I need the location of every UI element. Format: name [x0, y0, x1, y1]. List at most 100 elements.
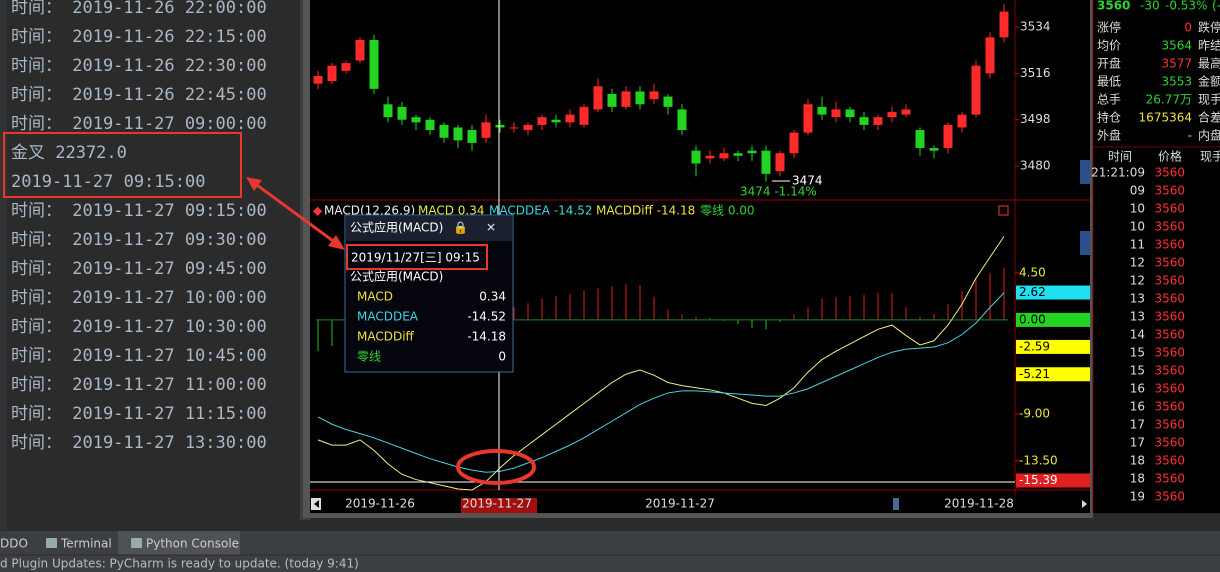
tab-icon — [46, 538, 57, 548]
quote-header: -0.53% — [1165, 0, 1207, 13]
tool-tab[interactable]: Terminal — [60, 537, 112, 551]
info-label: 昨结 — [1198, 39, 1220, 53]
arrow-head — [328, 235, 345, 250]
scroll-left[interactable] — [311, 498, 321, 510]
candle-body — [397, 106, 407, 120]
arrow — [249, 178, 341, 248]
signal-line: 2019-11-27 09:15:00 — [11, 172, 205, 192]
tick-price: 3560 — [1154, 490, 1185, 504]
macd-tick-box — [1016, 367, 1090, 382]
candle-body — [985, 37, 995, 74]
macd-tick-label: -9.00 — [1019, 406, 1050, 420]
tooltip — [344, 214, 514, 373]
candle-body — [761, 150, 771, 174]
tool-tab[interactable]: Python Console — [146, 537, 239, 551]
scroll-thumb[interactable] — [893, 498, 899, 510]
candle-body — [817, 106, 827, 115]
info-label: 内盘 — [1198, 128, 1220, 143]
tick-price: 3560 — [1154, 436, 1185, 450]
side-button[interactable] — [1080, 160, 1090, 184]
console-line: 时间： 2019-11-26 22:00:00 — [11, 0, 267, 18]
tick-time: 13 — [1130, 310, 1145, 324]
tick-time: 09 — [1130, 184, 1145, 198]
candle-body — [439, 124, 449, 138]
tick-price: 3560 — [1154, 472, 1185, 486]
info-label: 持仓 — [1097, 110, 1121, 125]
macd-tick-box — [1016, 473, 1090, 488]
candle-body — [593, 86, 603, 110]
candle-body — [957, 114, 967, 128]
candle-body — [887, 112, 897, 118]
candle-body — [481, 122, 491, 138]
tick-time: 17 — [1130, 436, 1145, 450]
candle-body — [733, 153, 743, 156]
info-label: 总手 — [1097, 93, 1121, 107]
ticks-header: 价格 — [1158, 149, 1182, 164]
panel-button[interactable] — [998, 205, 1009, 216]
console-line: 时间： 2019-11-27 09:00:00 — [11, 114, 267, 134]
candle-body — [383, 104, 393, 118]
tooltip-key: MACDDiff — [357, 330, 415, 344]
console-line: 时间： 2019-11-26 22:45:00 — [11, 85, 267, 105]
tooltip-value: 0.34 — [479, 290, 506, 304]
tick-time: 17 — [1130, 418, 1145, 432]
tick-price: 3560 — [1154, 166, 1185, 180]
tab-icon — [131, 538, 142, 548]
macd-header-item: MACDDiff -14.18 — [596, 204, 695, 218]
tick-time: 10 — [1130, 220, 1145, 234]
status-bar — [0, 555, 1220, 572]
info-label: 外盘 — [1097, 128, 1121, 143]
info-label: 金额 — [1198, 74, 1220, 89]
ticks-header: 现手 — [1200, 150, 1220, 164]
low-note: 3474 -1.14% — [740, 185, 817, 199]
macd-header-item: MACD 0.34 — [418, 204, 485, 218]
tooltip-key: 零线 — [357, 350, 381, 364]
candle-body — [831, 109, 841, 118]
candle-body — [705, 155, 715, 159]
tick-time: 15 — [1130, 364, 1145, 378]
quote-header: 3560 — [1097, 0, 1130, 13]
tooltip-close[interactable]: ✕ — [486, 221, 496, 235]
tooltip-key: MACD — [357, 290, 393, 304]
info-value: - — [1188, 129, 1192, 143]
info-label: 涨停 — [1097, 20, 1121, 35]
tooltip-value: -14.18 — [467, 330, 506, 344]
tooltip-titlebar — [346, 216, 512, 241]
candle-body — [775, 153, 785, 172]
tick-price: 3560 — [1154, 184, 1185, 198]
macd-tick-label: -13.50 — [1019, 453, 1058, 467]
tick-time: 18 — [1130, 454, 1145, 468]
info-label: 最高 — [1198, 56, 1220, 71]
candle-body — [621, 91, 631, 107]
time-label: 2019-11-28 — [944, 497, 1014, 511]
dea-line — [317, 292, 1005, 473]
time-highlight — [461, 498, 537, 513]
macd-tick-label: 2.62 — [1019, 285, 1046, 299]
candle-body — [915, 130, 925, 149]
tick-time: 15 — [1130, 346, 1145, 360]
tick-time: 18 — [1130, 472, 1145, 486]
macd-tick-label: -5.21 — [1019, 367, 1050, 381]
console-line: 时间： 2019-11-27 10:00:00 — [11, 288, 267, 308]
info-value: 3553 — [1161, 75, 1192, 89]
tick-time: 14 — [1130, 328, 1145, 342]
candle-body — [943, 124, 953, 149]
ticks-header: 时间 — [1108, 150, 1132, 164]
candle-body — [859, 117, 869, 125]
side-button[interactable] — [1080, 231, 1090, 255]
tick-time: 16 — [1130, 400, 1145, 414]
tool-tab[interactable]: DDO — [0, 537, 28, 551]
time-label: 2019-11-27 — [462, 497, 532, 511]
console-line: 时间： 2019-11-27 10:45:00 — [11, 346, 267, 366]
ide: DDO Terminal Python Console d Plugin Update… — [0, 537, 359, 571]
scroll-right[interactable] — [1082, 500, 1087, 508]
macd-tick-label: 0.00 — [1019, 312, 1046, 326]
candle-body — [537, 117, 547, 125]
tick-price: 3560 — [1154, 256, 1185, 270]
console-line: 时间： 2019-11-26 22:30:00 — [11, 56, 267, 76]
tick-time: 10 — [1130, 202, 1145, 216]
console-line: 时间： 2019-11-27 11:00:00 — [11, 375, 267, 395]
info-label: 均价 — [1097, 39, 1121, 53]
